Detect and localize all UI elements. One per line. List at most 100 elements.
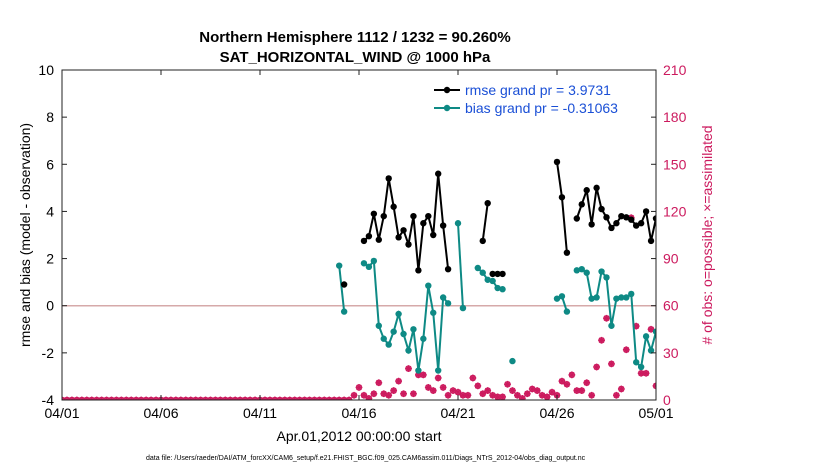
bias-point xyxy=(608,322,615,329)
obs-assimilated-marker xyxy=(182,396,190,400)
y-tick-label: 6 xyxy=(46,156,54,172)
right-y-axis-label: # of obs: o=possible; ×=assimilated xyxy=(699,125,715,344)
obs-assimilated-marker xyxy=(658,382,665,389)
obs-assimilated-marker xyxy=(281,396,289,400)
x-tick-label: 04/06 xyxy=(143,405,178,421)
rmse-point xyxy=(578,201,585,208)
rmse-point xyxy=(563,249,571,256)
obs-assimilated-marker xyxy=(533,387,541,394)
bias-point xyxy=(573,267,580,274)
rmse-point xyxy=(652,215,656,222)
obs-assimilated-marker xyxy=(276,396,284,400)
bias-point xyxy=(583,269,590,276)
obs-assimilated-marker xyxy=(424,384,432,391)
obs-assimilated-marker xyxy=(221,396,229,400)
obs-assimilated-marker xyxy=(330,396,338,400)
plot-frame xyxy=(61,69,657,401)
obs-assimilated-marker xyxy=(543,393,551,400)
bias-point xyxy=(489,277,496,285)
rmse-point xyxy=(415,267,422,274)
obs-possible-marker xyxy=(673,377,678,382)
obs-assimilated-marker xyxy=(320,396,328,400)
y-axis-label: rmse and bias (model - observation) xyxy=(17,123,33,347)
rmse-line xyxy=(481,203,489,242)
bias-point xyxy=(642,333,650,340)
obs-assimilated-marker xyxy=(296,396,303,400)
bias-point xyxy=(603,274,610,281)
obs-assimilated-marker xyxy=(538,391,546,399)
obs-assimilated-marker xyxy=(142,396,150,400)
obs-assimilated-marker xyxy=(162,396,170,400)
bias-point xyxy=(454,220,462,227)
obs-assimilated-marker xyxy=(137,396,145,400)
rmse-point xyxy=(647,237,655,245)
bias-point xyxy=(668,383,674,389)
bias-point xyxy=(598,268,605,275)
obs-assimilated-marker xyxy=(518,395,526,400)
obs-assimilated-marker xyxy=(617,385,625,393)
obs-assimilated-marker xyxy=(187,396,195,400)
obs-assimilated-marker xyxy=(202,396,209,400)
obs-assimilated-marker xyxy=(598,336,605,344)
bias-point xyxy=(553,295,561,302)
obs-assimilated-marker xyxy=(405,365,412,372)
obs-assimilated-marker xyxy=(672,376,679,383)
obs-assimilated-marker xyxy=(335,396,343,400)
rmse-point xyxy=(390,203,397,210)
bias-point xyxy=(405,347,412,354)
x-tick-label: 04/21 xyxy=(440,405,475,421)
obs-assimilated-marker xyxy=(261,396,269,400)
y-tick-label: 10 xyxy=(38,62,54,78)
rmse-point xyxy=(489,270,496,278)
obs-assimilated-marker xyxy=(523,390,531,398)
bias-point xyxy=(390,328,397,335)
obs-assimilated-marker xyxy=(207,396,214,400)
rmse-point xyxy=(385,175,392,182)
bias-point xyxy=(588,295,595,302)
obs-assimilated-marker xyxy=(400,390,407,398)
obs-assimilated-marker xyxy=(578,387,586,394)
bias-point xyxy=(578,265,585,273)
legend-bias-label: bias grand pr = -0.31063 xyxy=(465,100,618,116)
bias-point xyxy=(435,367,442,374)
obs-assimilated-marker xyxy=(652,382,656,390)
bias-point xyxy=(633,359,640,366)
rmse-point xyxy=(608,224,615,232)
bias-point xyxy=(484,276,491,283)
obs-assimilated-marker xyxy=(88,396,96,400)
rmse-point xyxy=(484,199,491,207)
rmse-point xyxy=(618,212,625,220)
bias-point xyxy=(652,328,656,335)
bias-point xyxy=(623,294,630,301)
x-tick-label: 05/01 xyxy=(638,405,673,421)
bias-point xyxy=(340,308,348,315)
rmse-point xyxy=(494,270,501,278)
rmse-point xyxy=(430,231,437,239)
bias-point xyxy=(439,294,447,301)
obs-assimilated-marker xyxy=(375,379,383,387)
obs-assimilated-marker xyxy=(251,396,259,400)
bias-line xyxy=(338,265,346,312)
bias-point xyxy=(613,295,620,302)
obs-possible-marker xyxy=(658,383,663,388)
rmse-point xyxy=(400,227,407,234)
bias-point xyxy=(380,335,387,342)
obs-assimilated-marker xyxy=(236,396,244,400)
obs-assimilated-marker xyxy=(325,396,333,400)
rmse-point xyxy=(628,216,635,223)
obs-assimilated-marker xyxy=(622,346,630,354)
rmse-point xyxy=(598,205,605,213)
obs-assimilated-marker xyxy=(301,396,308,400)
obs-possible-marker xyxy=(683,391,688,396)
bias-point xyxy=(499,286,506,293)
right-y-tick-label: 30 xyxy=(663,345,679,361)
rmse-point xyxy=(395,234,402,241)
obs-assimilated-marker xyxy=(291,396,299,400)
obs-assimilated-marker xyxy=(172,396,180,400)
obs-assimilated-marker xyxy=(390,387,398,394)
rmse-point xyxy=(623,214,630,221)
obs-assimilated-marker xyxy=(484,387,492,394)
obs-assimilated-marker xyxy=(122,396,130,400)
obs-assimilated-marker xyxy=(360,391,368,399)
bias-point xyxy=(637,363,645,371)
